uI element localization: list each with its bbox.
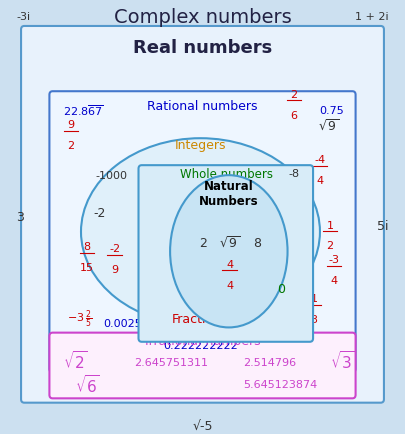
Text: $\sqrt{9}$: $\sqrt{9}$ bbox=[219, 236, 240, 250]
Text: -8: -8 bbox=[288, 169, 299, 178]
Text: -2: -2 bbox=[109, 244, 120, 254]
Text: Whole numbers: Whole numbers bbox=[180, 167, 273, 180]
Text: -2: -2 bbox=[93, 206, 105, 219]
Text: 5i: 5i bbox=[377, 219, 389, 232]
Text: 1 + 2i: 1 + 2i bbox=[355, 13, 389, 22]
Text: 2.514796: 2.514796 bbox=[243, 358, 296, 367]
Text: 5.645123874: 5.645123874 bbox=[243, 379, 317, 389]
Text: 4: 4 bbox=[316, 176, 324, 186]
Text: 8: 8 bbox=[253, 237, 261, 250]
Text: $\sqrt{3}$: $\sqrt{3}$ bbox=[330, 349, 355, 371]
Text: 2: 2 bbox=[199, 237, 207, 250]
FancyBboxPatch shape bbox=[49, 333, 356, 398]
Text: -3: -3 bbox=[328, 255, 340, 265]
Text: Fractions: Fractions bbox=[172, 312, 229, 326]
Text: $\sqrt{6}$: $\sqrt{6}$ bbox=[75, 373, 100, 395]
Text: 0.75: 0.75 bbox=[320, 106, 345, 115]
Text: 1: 1 bbox=[310, 294, 318, 304]
Text: -3i: -3i bbox=[16, 13, 30, 22]
Text: 0: 0 bbox=[277, 282, 286, 295]
Text: 2: 2 bbox=[67, 141, 75, 151]
Text: 9: 9 bbox=[111, 265, 118, 275]
Text: 2.645751311: 2.645751311 bbox=[134, 358, 208, 367]
Text: Natural
Numbers: Natural Numbers bbox=[199, 179, 259, 207]
Text: $22.8\overline{67}$: $22.8\overline{67}$ bbox=[63, 103, 103, 118]
FancyBboxPatch shape bbox=[21, 27, 384, 403]
Text: Rational numbers: Rational numbers bbox=[147, 100, 258, 113]
Text: 3: 3 bbox=[16, 210, 24, 224]
Text: 4: 4 bbox=[226, 259, 233, 269]
Text: 2: 2 bbox=[290, 90, 298, 100]
Ellipse shape bbox=[81, 139, 320, 326]
Text: 4: 4 bbox=[330, 276, 338, 286]
Text: 2: 2 bbox=[298, 220, 305, 230]
Text: 5: 5 bbox=[298, 241, 305, 251]
Text: 15: 15 bbox=[80, 263, 94, 273]
Text: 0.222222222: 0.222222222 bbox=[163, 340, 238, 350]
Text: -1000: -1000 bbox=[95, 171, 128, 181]
Text: $\sqrt{9}$: $\sqrt{9}$ bbox=[318, 118, 339, 133]
Text: 8: 8 bbox=[83, 242, 91, 252]
Text: -4: -4 bbox=[314, 155, 326, 165]
Text: 6: 6 bbox=[290, 111, 298, 121]
Text: Integers: Integers bbox=[175, 139, 226, 152]
Text: √-5: √-5 bbox=[192, 419, 213, 432]
Text: Irrational numbers: Irrational numbers bbox=[145, 334, 260, 347]
Text: $-3\,\frac{2}{5}$: $-3\,\frac{2}{5}$ bbox=[67, 308, 92, 330]
Text: Real numbers: Real numbers bbox=[133, 39, 272, 57]
Text: 3: 3 bbox=[310, 315, 318, 325]
Text: 0.0025: 0.0025 bbox=[103, 319, 142, 328]
Text: Complex numbers: Complex numbers bbox=[114, 8, 291, 27]
Text: 1: 1 bbox=[326, 220, 334, 230]
Ellipse shape bbox=[170, 176, 288, 328]
Text: 2: 2 bbox=[326, 241, 334, 251]
FancyBboxPatch shape bbox=[139, 166, 313, 342]
Text: 4: 4 bbox=[226, 280, 233, 290]
Text: 9: 9 bbox=[67, 120, 75, 130]
Text: $\sqrt{2}$: $\sqrt{2}$ bbox=[63, 349, 87, 371]
FancyBboxPatch shape bbox=[49, 92, 356, 372]
